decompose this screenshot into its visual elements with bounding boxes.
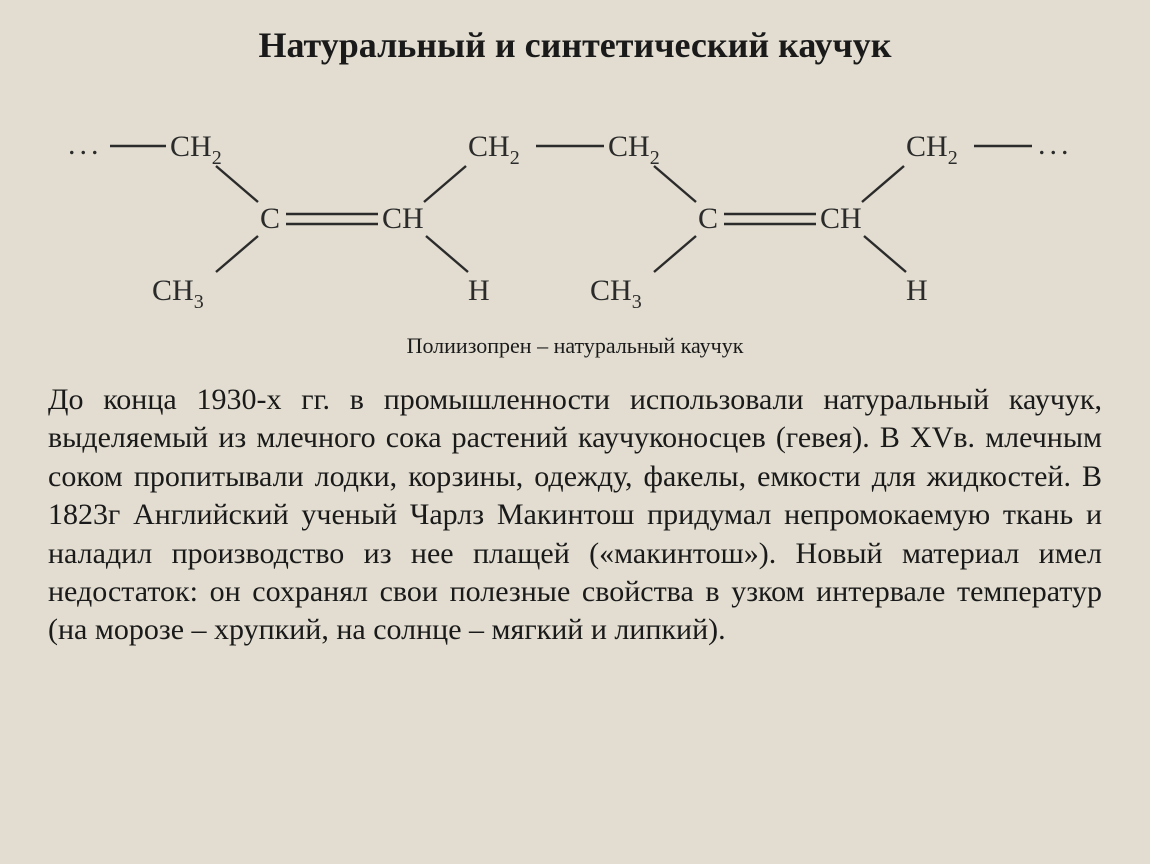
atom-c: C: [698, 202, 718, 235]
bond: [654, 236, 696, 272]
atom-ch3: CH3: [590, 274, 642, 313]
atom-h: H: [906, 274, 928, 307]
atom-ch2: CH2: [468, 130, 520, 169]
diagram-caption: Полиизопрен – натуральный каучук: [48, 333, 1102, 359]
slide: Натуральный и синтетический каучук ... C…: [0, 0, 1150, 864]
bond: [864, 236, 906, 272]
atom-ch3: CH3: [152, 274, 204, 313]
bond: [654, 166, 696, 202]
polyisoprene-structure-diagram: ... CH2 C CH3 CH H CH2 CH2 C: [48, 84, 1102, 334]
atom-ch: CH: [382, 202, 424, 235]
atom-ch2: CH2: [170, 130, 222, 169]
continuation-left-dots: ...: [68, 128, 103, 161]
continuation-right-dots: ...: [1038, 128, 1073, 161]
body-paragraph: До конца 1930-х гг. в промышленности исп…: [48, 381, 1102, 650]
bond: [216, 236, 258, 272]
bond: [216, 166, 258, 202]
atom-c: C: [260, 202, 280, 235]
atom-ch2: CH2: [906, 130, 958, 169]
bond: [862, 166, 904, 202]
atom-ch2: CH2: [608, 130, 660, 169]
page-title: Натуральный и синтетический каучук: [48, 24, 1102, 66]
bond: [426, 236, 468, 272]
atom-h: H: [468, 274, 490, 307]
atom-ch: CH: [820, 202, 862, 235]
bond: [424, 166, 466, 202]
